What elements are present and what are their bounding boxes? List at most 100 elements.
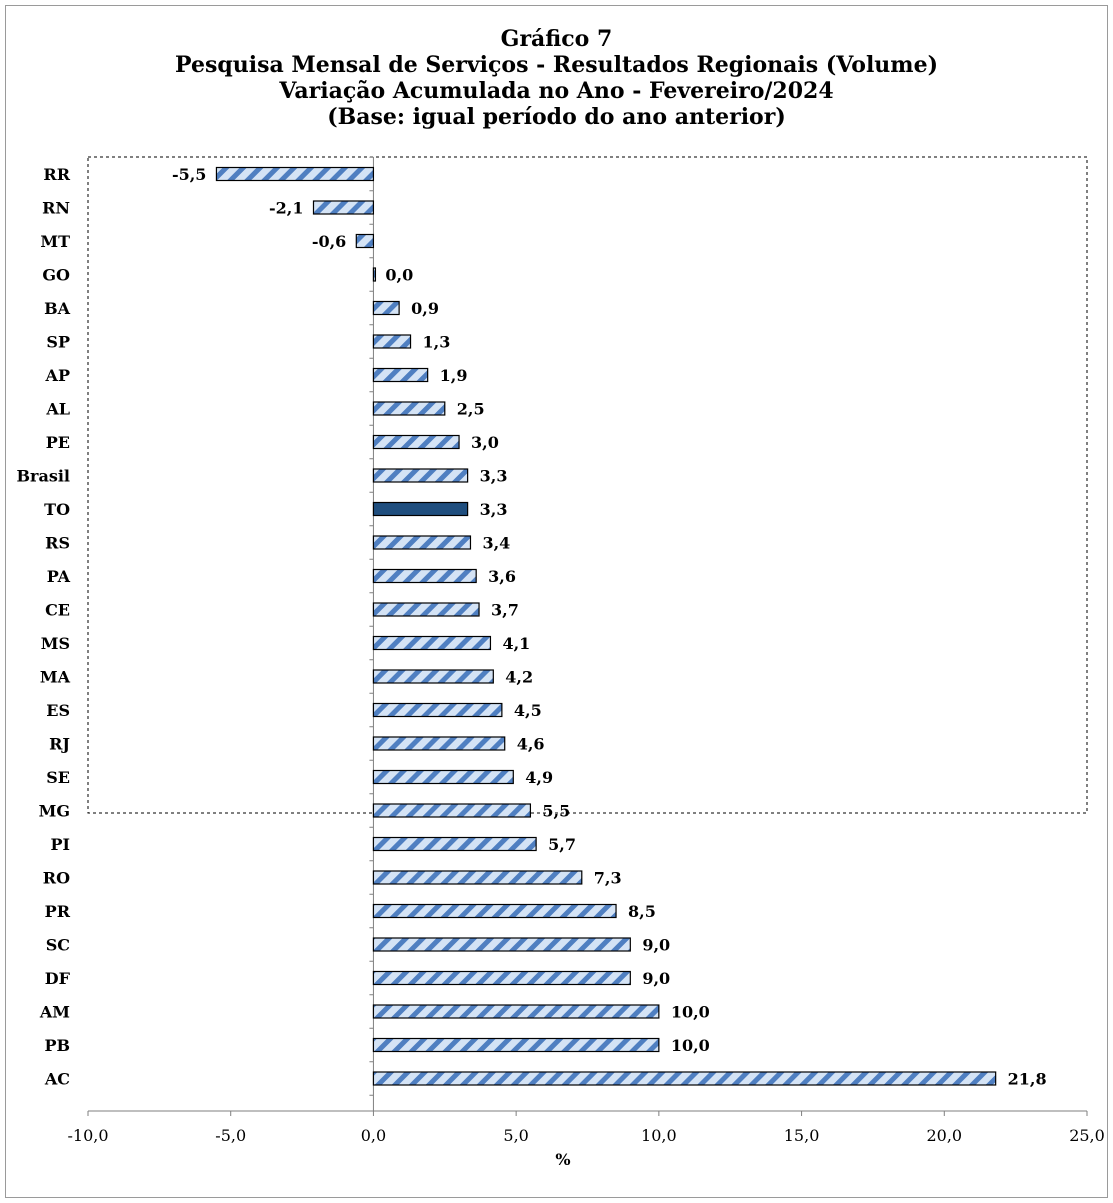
data-label: 4,9 (525, 768, 553, 787)
bar (372, 970, 631, 986)
bar (372, 903, 617, 919)
data-label: 7,3 (594, 869, 622, 888)
bar (372, 334, 412, 349)
data-label: 1,3 (423, 333, 451, 352)
bar (372, 669, 494, 684)
bar (372, 1037, 660, 1053)
bar (372, 736, 506, 751)
chart-title: Gráfico 7 Pesquisa Mensal de Serviços - … (0, 26, 1113, 130)
bar (372, 434, 460, 450)
x-tick-label: 0,0 (361, 1126, 386, 1145)
category-label: PB (44, 1036, 70, 1055)
category-label: DF (45, 969, 71, 988)
data-label: 2,5 (457, 400, 485, 419)
bar (372, 803, 532, 818)
bar (372, 702, 503, 718)
data-label: -0,6 (312, 232, 346, 251)
bar (372, 367, 429, 383)
data-label: 3,3 (480, 500, 508, 519)
bar (372, 937, 631, 952)
chart-title-line-3: Variação Acumulada no Ano - Fevereiro/20… (279, 78, 834, 104)
x-tick-label: 25,0 (1069, 1126, 1105, 1145)
category-label: PR (45, 902, 71, 921)
data-label: 1,9 (440, 366, 468, 385)
category-label: AM (39, 1003, 70, 1022)
data-label: 4,2 (505, 668, 533, 687)
data-label: 4,1 (502, 634, 530, 653)
category-label: GO (42, 266, 70, 285)
data-label: 10,0 (671, 1036, 710, 1055)
x-tick-label: 10,0 (641, 1126, 677, 1145)
data-label: 5,5 (542, 802, 570, 821)
data-label: 9,0 (642, 936, 670, 955)
bar (372, 535, 472, 550)
bar (372, 602, 480, 617)
data-label: 0,9 (411, 299, 439, 318)
data-label: 8,5 (628, 902, 656, 921)
bar (355, 233, 375, 249)
category-label: Brasil (17, 467, 70, 486)
data-label: -5,5 (172, 165, 206, 184)
category-label: AP (45, 366, 70, 385)
data-label: 3,3 (480, 467, 508, 486)
data-label: -2,1 (269, 199, 303, 218)
bar (372, 401, 446, 416)
category-label: RO (43, 869, 70, 888)
x-tick-label: -10,0 (67, 1126, 108, 1145)
data-label: 3,7 (491, 601, 519, 620)
bar (372, 501, 469, 517)
data-label: 4,5 (514, 701, 542, 720)
data-label: 21,8 (1008, 1070, 1047, 1089)
data-label: 3,4 (482, 534, 510, 553)
data-label: 10,0 (671, 1003, 710, 1022)
bar (372, 870, 583, 885)
category-label: RS (45, 534, 70, 553)
data-label: 0,0 (385, 266, 413, 285)
x-tick-label: 20,0 (926, 1126, 962, 1145)
x-axis-label: % (555, 1150, 570, 1169)
category-label: AL (45, 400, 70, 419)
category-label: RR (43, 165, 70, 184)
category-label: MA (40, 668, 71, 687)
category-label: PA (47, 567, 71, 586)
chart-title-line-1: Gráfico 7 (500, 26, 613, 52)
data-label: 9,0 (642, 969, 670, 988)
category-label: PE (46, 433, 70, 452)
category-label: MT (40, 232, 70, 251)
chart-title-line-4: (Base: igual período do ano anterior) (327, 104, 786, 130)
x-tick-label: -5,0 (215, 1126, 246, 1145)
category-label: MS (41, 634, 70, 653)
chart-frame (5, 5, 1108, 1198)
bar (372, 1004, 660, 1019)
bar (372, 468, 469, 483)
category-label: MG (39, 802, 70, 821)
bar (372, 300, 400, 316)
chart-title-line-2: Pesquisa Mensal de Serviços - Resultados… (175, 52, 938, 78)
category-label: TO (44, 500, 70, 519)
category-label: CE (45, 601, 70, 620)
bar (372, 635, 492, 651)
data-label: 3,0 (471, 433, 499, 452)
data-label: 5,7 (548, 835, 576, 854)
category-label: AC (44, 1070, 70, 1089)
category-label: ES (46, 701, 70, 720)
bar (372, 1071, 997, 1086)
plot-area-border (87, 156, 1088, 814)
category-label: RJ (49, 735, 70, 754)
x-tick-label: 15,0 (784, 1126, 820, 1145)
category-label: SE (46, 768, 70, 787)
bar (312, 200, 375, 215)
bar (372, 836, 537, 852)
category-label: PI (50, 835, 70, 854)
data-label: 3,6 (488, 567, 516, 586)
bar (215, 166, 375, 182)
category-label: RN (42, 199, 70, 218)
bar (372, 267, 377, 282)
category-label: SC (46, 936, 70, 955)
data-label: 4,6 (517, 735, 545, 754)
bar (372, 568, 477, 584)
category-label: SP (46, 333, 70, 352)
category-label: BA (44, 299, 71, 318)
x-tick-label: 5,0 (503, 1126, 528, 1145)
